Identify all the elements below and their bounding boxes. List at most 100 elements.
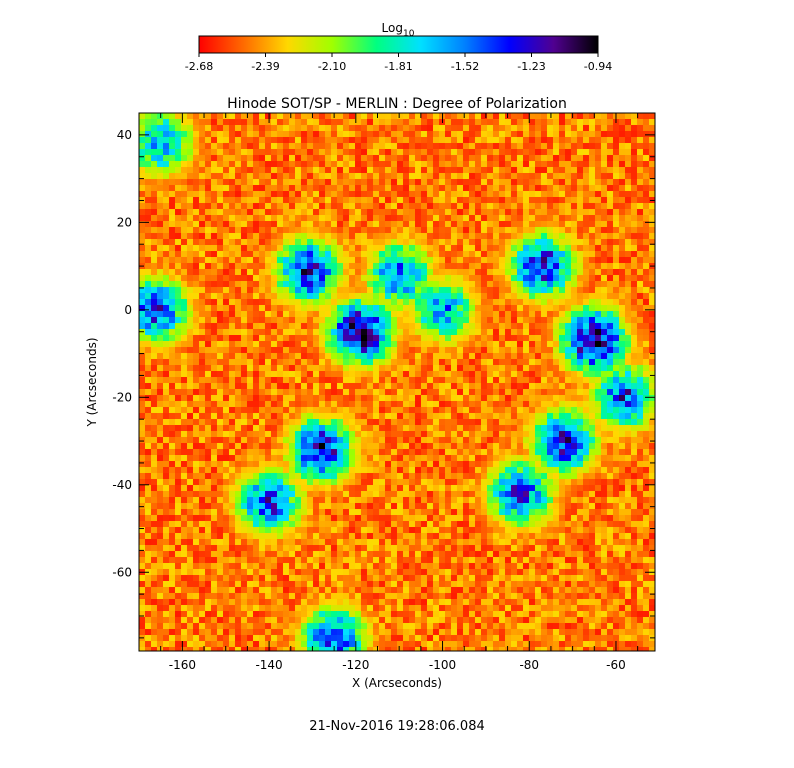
heatmap-cell	[469, 299, 475, 305]
heatmap-cell	[475, 119, 481, 125]
heatmap-cell	[589, 335, 595, 341]
heatmap-cell	[457, 239, 463, 245]
heatmap-cell	[583, 401, 589, 407]
heatmap-cell	[439, 419, 445, 425]
heatmap-cell	[595, 395, 601, 401]
heatmap-cell	[205, 407, 211, 413]
heatmap-cell	[463, 443, 469, 449]
heatmap-cell	[517, 245, 523, 251]
heatmap-cell	[547, 119, 553, 125]
heatmap-cell	[529, 257, 535, 263]
heatmap-cell	[319, 365, 325, 371]
heatmap-cell	[601, 137, 607, 143]
heatmap-cell	[607, 425, 613, 431]
heatmap-cell	[541, 209, 547, 215]
heatmap-cell	[187, 125, 193, 131]
heatmap-cell	[157, 149, 163, 155]
heatmap-cell	[487, 263, 493, 269]
heatmap-cell	[139, 137, 145, 143]
heatmap-cell	[433, 203, 439, 209]
heatmap-cell	[301, 371, 307, 377]
heatmap-cell	[343, 149, 349, 155]
heatmap-cell	[349, 317, 355, 323]
heatmap-cell	[439, 239, 445, 245]
heatmap-cell	[523, 251, 529, 257]
heatmap-cell	[427, 455, 433, 461]
heatmap-cell	[637, 377, 643, 383]
heatmap-cell	[643, 287, 649, 293]
heatmap-cell	[535, 305, 541, 311]
heatmap-cell	[457, 167, 463, 173]
heatmap-cell	[343, 323, 349, 329]
heatmap-cell	[199, 293, 205, 299]
heatmap-cell	[289, 449, 295, 455]
heatmap-cell	[403, 401, 409, 407]
heatmap-cell	[157, 119, 163, 125]
heatmap-cell	[445, 401, 451, 407]
heatmap-cell	[493, 269, 499, 275]
heatmap-cell	[277, 245, 283, 251]
heatmap-cell	[475, 209, 481, 215]
heatmap-cell	[151, 299, 157, 305]
heatmap-cell	[289, 179, 295, 185]
heatmap-cell	[139, 251, 145, 257]
heatmap-cell	[379, 347, 385, 353]
heatmap-cell	[595, 227, 601, 233]
heatmap-cell	[469, 233, 475, 239]
heatmap-cell	[445, 299, 451, 305]
heatmap-cell	[541, 383, 547, 389]
heatmap-cell	[277, 119, 283, 125]
heatmap-cell	[325, 251, 331, 257]
heatmap-cell	[415, 287, 421, 293]
heatmap-cell	[271, 323, 277, 329]
heatmap-cell	[625, 131, 631, 137]
heatmap-cell	[625, 179, 631, 185]
heatmap-cell	[625, 347, 631, 353]
heatmap-cell	[649, 269, 655, 275]
heatmap-cell	[595, 365, 601, 371]
heatmap-cell	[337, 173, 343, 179]
heatmap-cell	[559, 143, 565, 149]
heatmap-cell	[571, 425, 577, 431]
heatmap-cell	[235, 191, 241, 197]
heatmap-cell	[313, 413, 319, 419]
heatmap-cell	[295, 155, 301, 161]
heatmap-cell	[355, 383, 361, 389]
heatmap-cell	[535, 299, 541, 305]
heatmap-cell	[391, 203, 397, 209]
heatmap-cell	[463, 395, 469, 401]
heatmap-cell	[379, 113, 385, 119]
heatmap-cell	[457, 221, 463, 227]
heatmap-cell	[625, 203, 631, 209]
heatmap-cell	[619, 137, 625, 143]
heatmap-cell	[277, 455, 283, 461]
heatmap-cell	[235, 185, 241, 191]
heatmap-cell	[349, 431, 355, 437]
heatmap-cell	[553, 359, 559, 365]
heatmap-cell	[523, 185, 529, 191]
heatmap-cell	[625, 119, 631, 125]
heatmap-cell	[181, 167, 187, 173]
heatmap-cell	[409, 383, 415, 389]
heatmap-cell	[415, 161, 421, 167]
heatmap-cell	[421, 119, 427, 125]
heatmap-cell	[451, 233, 457, 239]
heatmap-cell	[325, 113, 331, 119]
heatmap-cell	[523, 221, 529, 227]
heatmap-cell	[331, 263, 337, 269]
heatmap-cell	[571, 143, 577, 149]
heatmap-cell	[193, 239, 199, 245]
heatmap-cell	[217, 293, 223, 299]
heatmap-cell	[301, 443, 307, 449]
heatmap-cell	[145, 359, 151, 365]
heatmap-cell	[445, 425, 451, 431]
heatmap-cell	[223, 323, 229, 329]
heatmap-cell	[553, 449, 559, 455]
heatmap-cell	[145, 329, 151, 335]
heatmap-cell	[649, 161, 655, 167]
heatmap-cell	[211, 365, 217, 371]
heatmap-cell	[145, 443, 151, 449]
heatmap-cell	[343, 161, 349, 167]
heatmap-cell	[313, 317, 319, 323]
heatmap-cell	[625, 431, 631, 437]
